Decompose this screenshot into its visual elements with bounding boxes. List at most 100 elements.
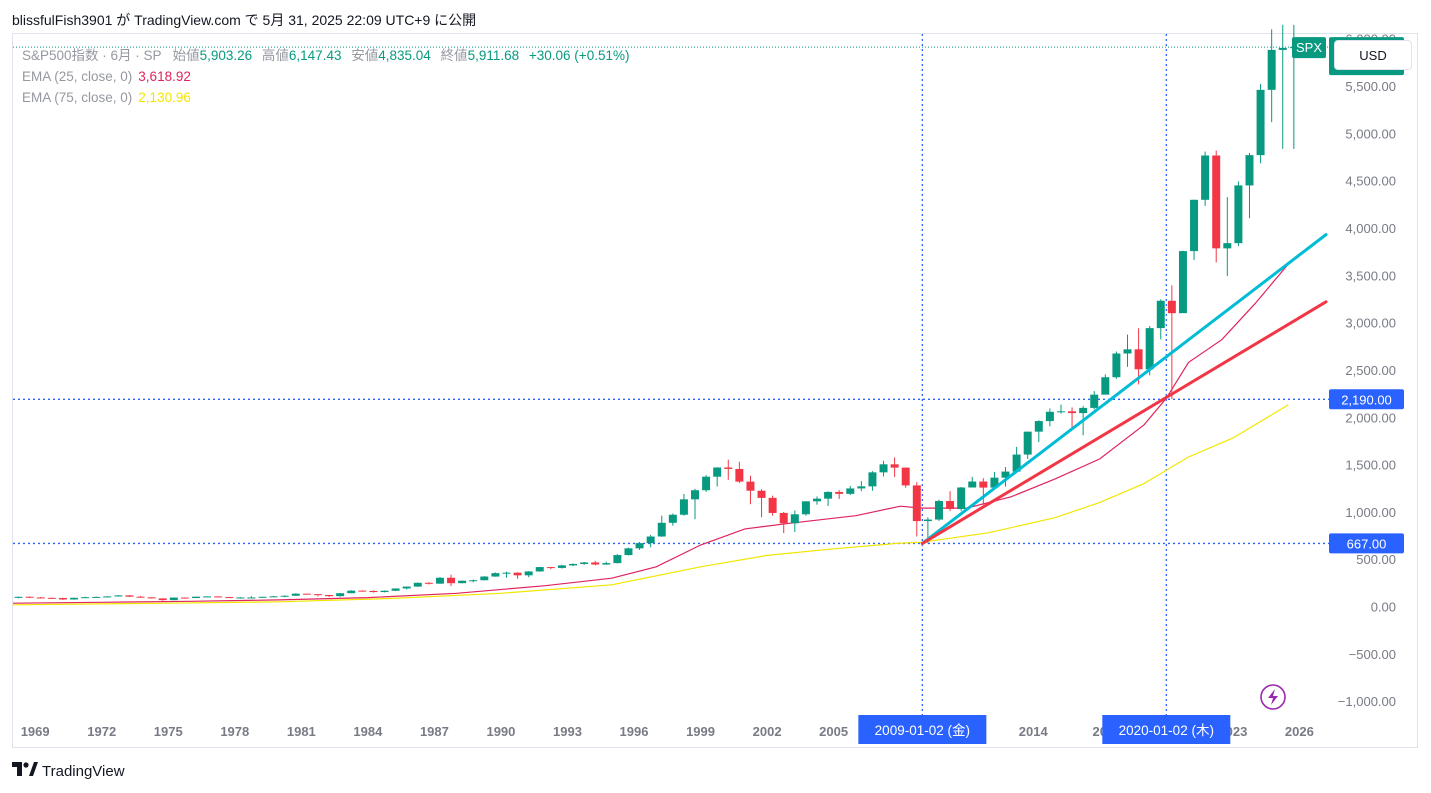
candle[interactable] xyxy=(569,563,578,567)
candle[interactable] xyxy=(713,467,722,487)
candle[interactable] xyxy=(25,596,34,599)
candle[interactable] xyxy=(602,561,611,565)
candle[interactable] xyxy=(835,490,844,499)
candle[interactable] xyxy=(557,564,566,569)
legend-ema25-row[interactable]: EMA (25, close, 0) 3,618.92 xyxy=(22,66,635,87)
candle[interactable] xyxy=(336,593,345,597)
candle[interactable] xyxy=(502,571,511,578)
candle[interactable] xyxy=(325,594,334,597)
candle[interactable] xyxy=(790,510,799,532)
candle[interactable] xyxy=(1134,328,1143,385)
candle[interactable] xyxy=(291,593,300,596)
candle[interactable] xyxy=(524,571,533,578)
candle[interactable] xyxy=(635,542,644,550)
candle[interactable] xyxy=(513,572,522,579)
v-line-date-label[interactable]: 2020-01-02 (木) xyxy=(1102,715,1231,744)
candle[interactable] xyxy=(957,487,966,511)
candle[interactable] xyxy=(901,467,910,488)
candle[interactable] xyxy=(158,598,167,601)
candle[interactable] xyxy=(613,554,622,564)
candle[interactable] xyxy=(1156,299,1165,340)
trendline-blue[interactable] xyxy=(920,233,1328,545)
candle[interactable] xyxy=(169,597,178,601)
candle[interactable] xyxy=(1112,351,1121,379)
candle[interactable] xyxy=(247,596,256,599)
candle[interactable] xyxy=(1256,83,1265,164)
candle[interactable] xyxy=(812,496,821,505)
candle[interactable] xyxy=(70,597,78,600)
candle[interactable] xyxy=(968,476,977,488)
candle[interactable] xyxy=(402,586,411,590)
candle[interactable] xyxy=(580,561,589,565)
candle[interactable] xyxy=(657,515,666,537)
candle[interactable] xyxy=(691,488,699,520)
candle[interactable] xyxy=(624,547,633,556)
candle[interactable] xyxy=(679,493,688,516)
candle[interactable] xyxy=(92,596,101,598)
candle[interactable] xyxy=(746,475,755,505)
candle[interactable] xyxy=(1278,24,1287,149)
candle[interactable] xyxy=(424,582,433,585)
candle[interactable] xyxy=(358,590,367,592)
ema25-line[interactable] xyxy=(12,263,1289,604)
candle[interactable] xyxy=(191,596,200,599)
candle[interactable] xyxy=(125,595,134,597)
candle[interactable] xyxy=(1245,152,1254,219)
candle[interactable] xyxy=(857,481,866,492)
chart-frame[interactable] xyxy=(12,33,1418,748)
candle[interactable] xyxy=(912,482,921,537)
candle[interactable] xyxy=(1234,181,1243,247)
candle[interactable] xyxy=(1212,150,1221,263)
candle[interactable] xyxy=(180,597,189,599)
candle[interactable] xyxy=(946,491,955,511)
candle[interactable] xyxy=(1001,467,1010,487)
candle[interactable] xyxy=(447,574,456,587)
candle[interactable] xyxy=(435,577,444,584)
candle[interactable] xyxy=(1223,197,1232,277)
v-line-date-label[interactable]: 2009-01-02 (金) xyxy=(858,715,987,744)
candle[interactable] xyxy=(214,596,223,598)
candle[interactable] xyxy=(269,595,278,598)
candle[interactable] xyxy=(47,597,56,599)
candle[interactable] xyxy=(1123,334,1132,367)
tradingview-logo[interactable]: TradingView xyxy=(12,762,125,781)
candle[interactable] xyxy=(768,495,777,516)
candle[interactable] xyxy=(14,596,23,599)
candle[interactable] xyxy=(879,460,888,477)
h-line-label[interactable]: 2,190.00 xyxy=(1329,389,1404,410)
candle[interactable] xyxy=(225,596,234,599)
candle[interactable] xyxy=(824,491,833,506)
candle[interactable] xyxy=(779,511,788,534)
candle[interactable] xyxy=(1090,391,1099,410)
candle[interactable] xyxy=(391,588,400,592)
candle[interactable] xyxy=(313,594,322,597)
candle[interactable] xyxy=(724,459,733,480)
candle[interactable] xyxy=(81,596,90,599)
candle[interactable] xyxy=(1045,408,1054,427)
candle[interactable] xyxy=(236,597,245,599)
candle[interactable] xyxy=(535,566,544,572)
h-line-label[interactable]: 667.00 xyxy=(1329,533,1404,554)
candle[interactable] xyxy=(1068,407,1077,430)
currency-button[interactable]: USD xyxy=(1334,40,1412,70)
candle[interactable] xyxy=(591,560,600,566)
candle[interactable] xyxy=(58,597,67,601)
symbol-tag[interactable]: SPX xyxy=(1292,37,1326,59)
legend-symbol[interactable]: S&P500指数 · 6月 · SP xyxy=(22,48,162,63)
candle[interactable] xyxy=(258,596,267,598)
candle[interactable] xyxy=(103,596,112,598)
candle[interactable] xyxy=(1201,151,1210,206)
candle[interactable] xyxy=(469,579,478,583)
trendline-red[interactable] xyxy=(920,300,1328,545)
candle[interactable] xyxy=(1056,404,1065,414)
candle[interactable] xyxy=(890,457,899,477)
candle[interactable] xyxy=(801,501,810,516)
candle[interactable] xyxy=(369,590,378,593)
candle[interactable] xyxy=(546,566,555,570)
candle[interactable] xyxy=(480,576,489,581)
candle[interactable] xyxy=(1101,374,1110,395)
candle[interactable] xyxy=(1012,446,1021,472)
candle[interactable] xyxy=(280,595,289,598)
candle[interactable] xyxy=(136,595,145,598)
